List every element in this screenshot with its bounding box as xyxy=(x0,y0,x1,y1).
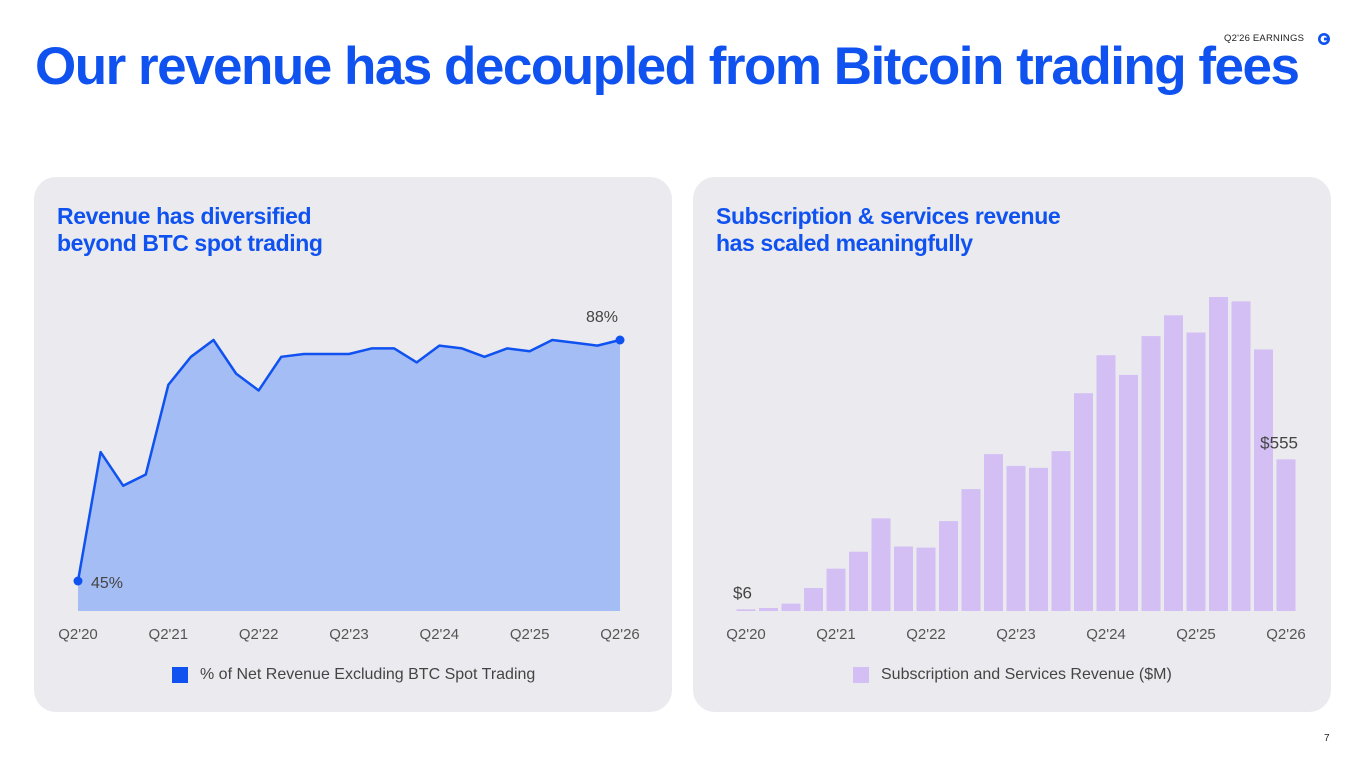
data-label-24: 88% xyxy=(586,309,618,326)
bar-13 xyxy=(1029,467,1048,611)
x-tick-label: Q2'25 xyxy=(1176,626,1216,643)
report-label: Q2'26 EARNINGS xyxy=(1224,33,1305,44)
data-point-24 xyxy=(615,335,625,345)
bar-6 xyxy=(871,518,891,611)
right-legend-label: Subscription and Services Revenue ($M) xyxy=(881,666,1172,683)
bar-21 xyxy=(1209,297,1228,611)
bar-23 xyxy=(1254,349,1273,611)
left-panel-title: Revenue has diversified beyond BTC spot … xyxy=(57,203,323,257)
bar-14 xyxy=(1051,451,1071,611)
left-chart-panel: Revenue has diversified beyond BTC spot … xyxy=(34,177,672,712)
bar-3 xyxy=(804,588,823,611)
data-label-24: $555 xyxy=(1260,433,1298,452)
page-number: 7 xyxy=(1324,733,1330,744)
bar-10 xyxy=(961,489,981,611)
left-legend-label: % of Net Revenue Excluding BTC Spot Trad… xyxy=(200,666,536,683)
right-legend-swatch xyxy=(853,667,869,683)
x-tick-label: Q2'23 xyxy=(329,626,369,643)
bar-5 xyxy=(849,551,868,611)
x-tick-label: Q2'24 xyxy=(420,626,460,643)
slide-title: Our revenue has decoupled from Bitcoin t… xyxy=(35,37,1300,96)
bar-15 xyxy=(1074,393,1093,611)
bar-7 xyxy=(894,546,913,611)
x-tick-label: Q2'22 xyxy=(906,626,946,643)
area-chart: 45% 88% Q2'20 Q2'21 Q2'22 Q2'23 Q2'24 Q2'25 Q2'2… xyxy=(58,309,640,643)
bar-12 xyxy=(1006,465,1026,611)
data-point-0 xyxy=(73,576,83,586)
x-tick-label: Q2'26 xyxy=(1266,626,1306,643)
bar-24 xyxy=(1276,459,1296,611)
x-tick-label: Q2'25 xyxy=(510,626,550,643)
x-tick-label: Q2'23 xyxy=(996,626,1036,643)
right-panel-title-line-2: has scaled meaningfully xyxy=(716,230,973,256)
bar-19 xyxy=(1164,315,1183,611)
bar-4 xyxy=(826,568,846,611)
right-panel-title: Subscription & services revenue has scal… xyxy=(716,203,1061,257)
bar-17 xyxy=(1119,374,1138,611)
left-legend-swatch xyxy=(172,667,188,683)
bar-0 xyxy=(736,609,756,611)
bar-2 xyxy=(781,603,801,611)
x-tick-label: Q2'22 xyxy=(239,626,279,643)
right-legend: Subscription and Services Revenue ($M) xyxy=(853,666,1172,684)
x-tick-label: Q2'24 xyxy=(1086,626,1126,643)
coinbase-logo-icon xyxy=(1318,33,1330,45)
x-tick-label: Q2'20 xyxy=(726,626,766,643)
bar-20 xyxy=(1186,332,1206,611)
bar-chart: $6 $555 Q2'20 Q2'21 Q2'22 Q2'23 Q2'24 Q2'25 Q2'2… xyxy=(726,297,1306,643)
left-panel-title-line-1: Revenue has diversified xyxy=(57,203,312,229)
x-tick-label: Q2'21 xyxy=(816,626,856,643)
right-chart-panel: Subscription & services revenue has scal… xyxy=(693,177,1331,712)
bar-9 xyxy=(939,521,958,611)
right-panel-title-line-1: Subscription & services revenue xyxy=(716,203,1061,229)
data-label-0: $6 xyxy=(733,583,752,602)
bar-1 xyxy=(759,607,778,611)
area-fill xyxy=(78,340,620,611)
bar-11 xyxy=(984,454,1003,611)
bar-8 xyxy=(916,547,936,611)
left-panel-title-line-2: beyond BTC spot trading xyxy=(57,230,323,256)
series-line xyxy=(76,338,621,582)
data-label-0: 45% xyxy=(91,575,123,592)
bar-16 xyxy=(1096,355,1116,611)
x-tick-label: Q2'20 xyxy=(58,626,98,643)
x-tick-label: Q2'26 xyxy=(600,626,640,643)
x-tick-label: Q2'21 xyxy=(149,626,189,643)
bar-18 xyxy=(1141,336,1161,611)
bar-22 xyxy=(1231,301,1251,611)
left-legend: % of Net Revenue Excluding BTC Spot Trad… xyxy=(172,666,535,684)
